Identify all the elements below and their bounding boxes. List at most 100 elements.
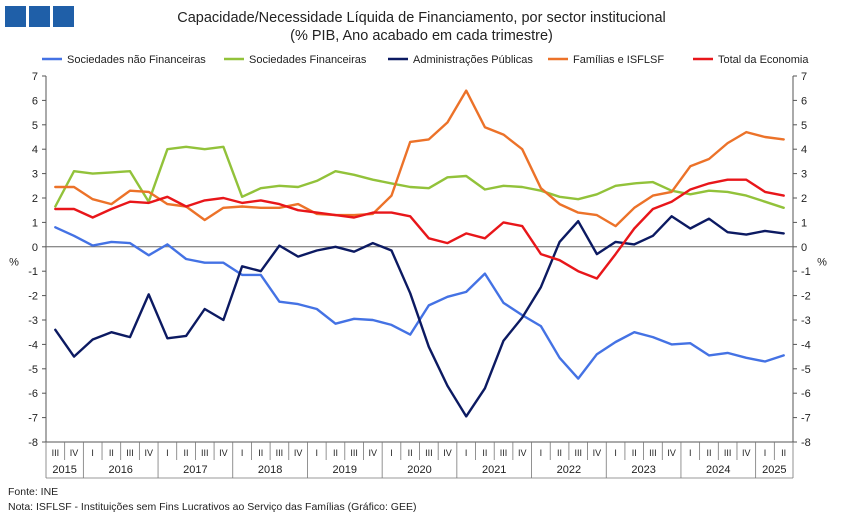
y-tick-label-left: 2 bbox=[32, 193, 38, 205]
y-tick-label-left: -8 bbox=[28, 437, 38, 449]
x-year-label: 2018 bbox=[258, 464, 282, 476]
x-quarter-label: IV bbox=[219, 448, 228, 458]
y-tick-label-left: -4 bbox=[28, 339, 38, 351]
y-tick-label-right: -1 bbox=[801, 266, 811, 278]
y-axis-title-left: % bbox=[9, 256, 19, 268]
x-quarter-label: III bbox=[52, 448, 60, 458]
x-year-label: 2020 bbox=[407, 464, 431, 476]
chart-subtitle: (% PIB, Ano acabado em cada trimestre) bbox=[290, 28, 553, 44]
x-quarter-label: I bbox=[390, 448, 393, 458]
x-quarter-label: II bbox=[557, 448, 562, 458]
x-quarter-label: I bbox=[241, 448, 244, 458]
y-tick-label-left: -1 bbox=[28, 266, 38, 278]
y-tick-label-left: 7 bbox=[32, 71, 38, 83]
y-tick-label-left: 1 bbox=[32, 217, 38, 229]
x-year-label: 2023 bbox=[631, 464, 655, 476]
legend-label: Sociedades Financeiras bbox=[249, 54, 367, 66]
y-tick-label-right: -2 bbox=[801, 291, 811, 303]
x-quarter-label: I bbox=[91, 448, 94, 458]
y-tick-label-right: -3 bbox=[801, 315, 811, 327]
x-quarter-label: II bbox=[408, 448, 413, 458]
x-quarter-label: II bbox=[632, 448, 637, 458]
x-quarter-label: II bbox=[482, 448, 487, 458]
y-tick-label-right: 2 bbox=[801, 193, 807, 205]
x-quarter-label: III bbox=[574, 448, 582, 458]
x-quarter-label: IV bbox=[294, 448, 303, 458]
x-quarter-label: I bbox=[316, 448, 319, 458]
y-tick-label-right: -7 bbox=[801, 413, 811, 425]
source-note: Fonte: INE bbox=[8, 486, 59, 498]
x-quarter-label: II bbox=[258, 448, 263, 458]
y-tick-label-left: -7 bbox=[28, 413, 38, 425]
legend-label: Famílias e ISFLSF bbox=[573, 54, 664, 66]
x-year-label: 2015 bbox=[52, 464, 76, 476]
series-line bbox=[54, 215, 785, 418]
x-quarter-label: IV bbox=[70, 448, 79, 458]
x-year-label: 2017 bbox=[183, 464, 207, 476]
x-quarter-label: I bbox=[465, 448, 468, 458]
chart-title: Capacidade/Necessidade Líquida de Financ… bbox=[177, 10, 666, 26]
x-quarter-label: IV bbox=[593, 448, 602, 458]
x-quarter-label: III bbox=[649, 448, 657, 458]
x-quarter-label: III bbox=[724, 448, 732, 458]
y-tick-label-left: -6 bbox=[28, 388, 38, 400]
x-quarter-label: III bbox=[201, 448, 209, 458]
series-line bbox=[54, 226, 785, 380]
x-quarter-label: III bbox=[350, 448, 358, 458]
y-tick-label-left: -2 bbox=[28, 291, 38, 303]
x-year-label: 2024 bbox=[706, 464, 730, 476]
logo-square-2 bbox=[29, 6, 50, 27]
y-tick-label-right: 4 bbox=[801, 144, 807, 156]
x-quarter-label: IV bbox=[144, 448, 153, 458]
logo-square-1 bbox=[5, 6, 26, 27]
footnote: Nota: ISFLSF - Instituições sem Fins Luc… bbox=[8, 501, 417, 513]
series-line bbox=[54, 89, 785, 228]
x-quarter-label: I bbox=[614, 448, 617, 458]
y-tick-label-right: -5 bbox=[801, 364, 811, 376]
y-tick-label-right: 3 bbox=[801, 169, 807, 181]
y-tick-label-left: 4 bbox=[32, 144, 38, 156]
x-quarter-label: III bbox=[425, 448, 433, 458]
x-quarter-label: IV bbox=[443, 448, 452, 458]
x-quarter-label: II bbox=[781, 448, 786, 458]
x-year-label: 2022 bbox=[557, 464, 581, 476]
x-quarter-label: II bbox=[109, 448, 114, 458]
y-tick-label-right: 0 bbox=[801, 242, 807, 254]
x-quarter-label: I bbox=[540, 448, 543, 458]
x-quarter-label: IV bbox=[667, 448, 676, 458]
x-year-label: 2016 bbox=[108, 464, 132, 476]
series-line bbox=[54, 145, 785, 210]
x-quarter-label: IV bbox=[369, 448, 378, 458]
legend-label: Administrações Públicas bbox=[413, 54, 533, 66]
legend-label: Sociedades não Financeiras bbox=[67, 54, 206, 66]
x-quarter-label: III bbox=[276, 448, 284, 458]
y-tick-label-right: 6 bbox=[801, 95, 807, 107]
y-tick-label-right: -6 bbox=[801, 388, 811, 400]
x-quarter-label: I bbox=[166, 448, 169, 458]
x-quarter-label: II bbox=[706, 448, 711, 458]
y-tick-label-left: 0 bbox=[32, 242, 38, 254]
legend-label: Total da Economia bbox=[718, 54, 809, 66]
y-tick-label-left: 6 bbox=[32, 95, 38, 107]
y-tick-label-right: -8 bbox=[801, 437, 811, 449]
y-axis-title-right: % bbox=[817, 256, 827, 268]
x-quarter-label: I bbox=[764, 448, 767, 458]
y-tick-label-right: 5 bbox=[801, 120, 807, 132]
x-year-label: 2019 bbox=[333, 464, 357, 476]
y-tick-label-left: -5 bbox=[28, 364, 38, 376]
x-year-label: 2021 bbox=[482, 464, 506, 476]
y-tick-label-right: 1 bbox=[801, 217, 807, 229]
y-tick-label-left: 3 bbox=[32, 169, 38, 181]
y-tick-label-left: -3 bbox=[28, 315, 38, 327]
x-quarter-label: IV bbox=[742, 448, 751, 458]
x-quarter-label: IV bbox=[518, 448, 527, 458]
y-tick-label-right: -4 bbox=[801, 339, 811, 351]
x-quarter-label: II bbox=[333, 448, 338, 458]
x-quarter-label: I bbox=[689, 448, 692, 458]
y-tick-label-left: 5 bbox=[32, 120, 38, 132]
y-tick-label-right: 7 bbox=[801, 71, 807, 83]
x-year-label: 2025 bbox=[762, 464, 786, 476]
x-quarter-label: III bbox=[500, 448, 508, 458]
logo-square-3 bbox=[53, 6, 74, 27]
